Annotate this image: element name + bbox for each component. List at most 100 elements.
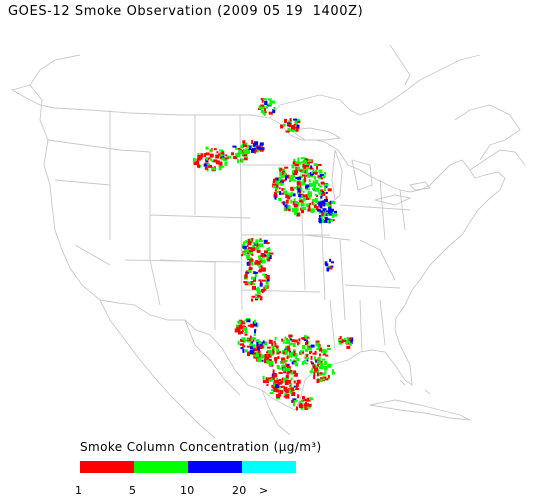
smoke-pixel [294,170,299,174]
smoke-pixel [278,367,283,370]
smoke-pixel [327,219,330,223]
smoke-pixel [297,191,300,195]
smoke-pixel [301,200,304,204]
smoke-pixel [319,173,322,177]
smoke-pixel [211,167,216,171]
smoke-pixel [237,147,241,150]
smoke-pixel [292,201,295,206]
smoke-pixel [295,382,299,387]
legend-tick: 5 [129,484,137,497]
smoke-pixel [314,175,317,180]
smoke-pixel [307,192,311,197]
smoke-pixel [278,167,281,170]
smoke-pixel [222,157,226,161]
smoke-pixel [264,275,267,279]
smoke-pixel [308,179,311,183]
smoke-pixel [300,181,304,186]
smoke-pixel [285,364,288,368]
smoke-pixel [262,380,266,384]
smoke-pixel [238,152,241,155]
smoke-pixel [249,238,252,243]
smoke-pixel [239,330,244,334]
smoke-pixel [325,191,328,194]
smoke-pixel [322,358,326,361]
legend-bin-4 [242,461,296,473]
smoke-pixel [320,177,323,180]
smoke-pixel [272,109,276,114]
smoke-pixel [307,208,312,212]
smoke-pixel [291,208,296,213]
smoke-pixel [209,149,213,153]
smoke-pixel [295,118,300,121]
smoke-pixel [267,98,272,101]
smoke-pixel [293,179,297,182]
smoke-pixel [286,356,289,360]
smoke-pixel [243,241,246,246]
smoke-pixel [312,180,315,184]
smoke-pixel [298,166,300,171]
smoke-pixel [238,324,243,328]
smoke-pixel [274,195,277,200]
smoke-pixel [251,253,254,256]
smoke-pixel [244,330,248,334]
smoke-pixel [251,148,256,150]
smoke-pixel [268,349,272,354]
smoke-pixel [218,161,223,166]
smoke-pixel [254,293,257,296]
smoke-pixel [258,244,261,247]
smoke-pixel [261,359,264,362]
smoke-pixel [274,183,279,188]
smoke-pixel [263,111,267,114]
smoke-pixel [249,335,252,340]
smoke-pixel [278,379,282,381]
smoke-pixel [324,370,327,374]
smoke-pixel [237,340,240,345]
smoke-pixel [279,190,282,195]
smoke-pixel [307,341,310,344]
smoke-pixel [282,201,285,206]
smoke-pixel [296,121,299,125]
smoke-pixel [275,384,280,389]
smoke-pixel [243,327,248,331]
smoke-pixel [250,323,255,328]
smoke-pixel [301,165,304,168]
smoke-pixel [243,281,248,284]
smoke-pixel [204,153,206,158]
smoke-pixel [318,218,322,222]
smoke-pixel [293,198,296,202]
smoke-pixel [274,359,277,364]
smoke-pixel [297,341,300,344]
smoke-pixel [321,372,326,376]
smoke-pixel [295,207,299,212]
smoke-pixel [318,169,323,174]
smoke-pixel [305,203,309,207]
smoke-pixel [283,188,286,191]
smoke-pixel [319,210,323,213]
smoke-pixel [281,338,284,342]
smoke-pixel [279,199,282,202]
smoke-pixel [284,388,287,390]
smoke-pixel [306,162,310,164]
smoke-pixel [310,350,313,353]
smoke-pixel [288,379,291,384]
smoke-pixel [256,290,261,294]
smoke-pixel [315,206,319,211]
smoke-pixel [272,185,276,189]
smoke-pixel [270,376,275,380]
smoke-pixel [295,362,299,367]
smoke-pixel [256,342,259,346]
smoke-pixel [265,242,270,245]
smoke-pixel [242,245,247,249]
smoke-pixel [223,159,228,162]
smoke-pixel [242,140,246,144]
smoke-pixel [293,362,297,365]
smoke-pixel [268,339,273,344]
smoke-pixel [316,372,319,377]
smoke-pixel [289,177,294,182]
smoke-pixel [254,149,257,154]
smoke-pixel [290,175,293,178]
smoke-pixel [296,124,300,129]
smoke-pixel [252,244,256,249]
smoke-pixel [322,378,325,381]
smoke-pixel [265,280,269,285]
